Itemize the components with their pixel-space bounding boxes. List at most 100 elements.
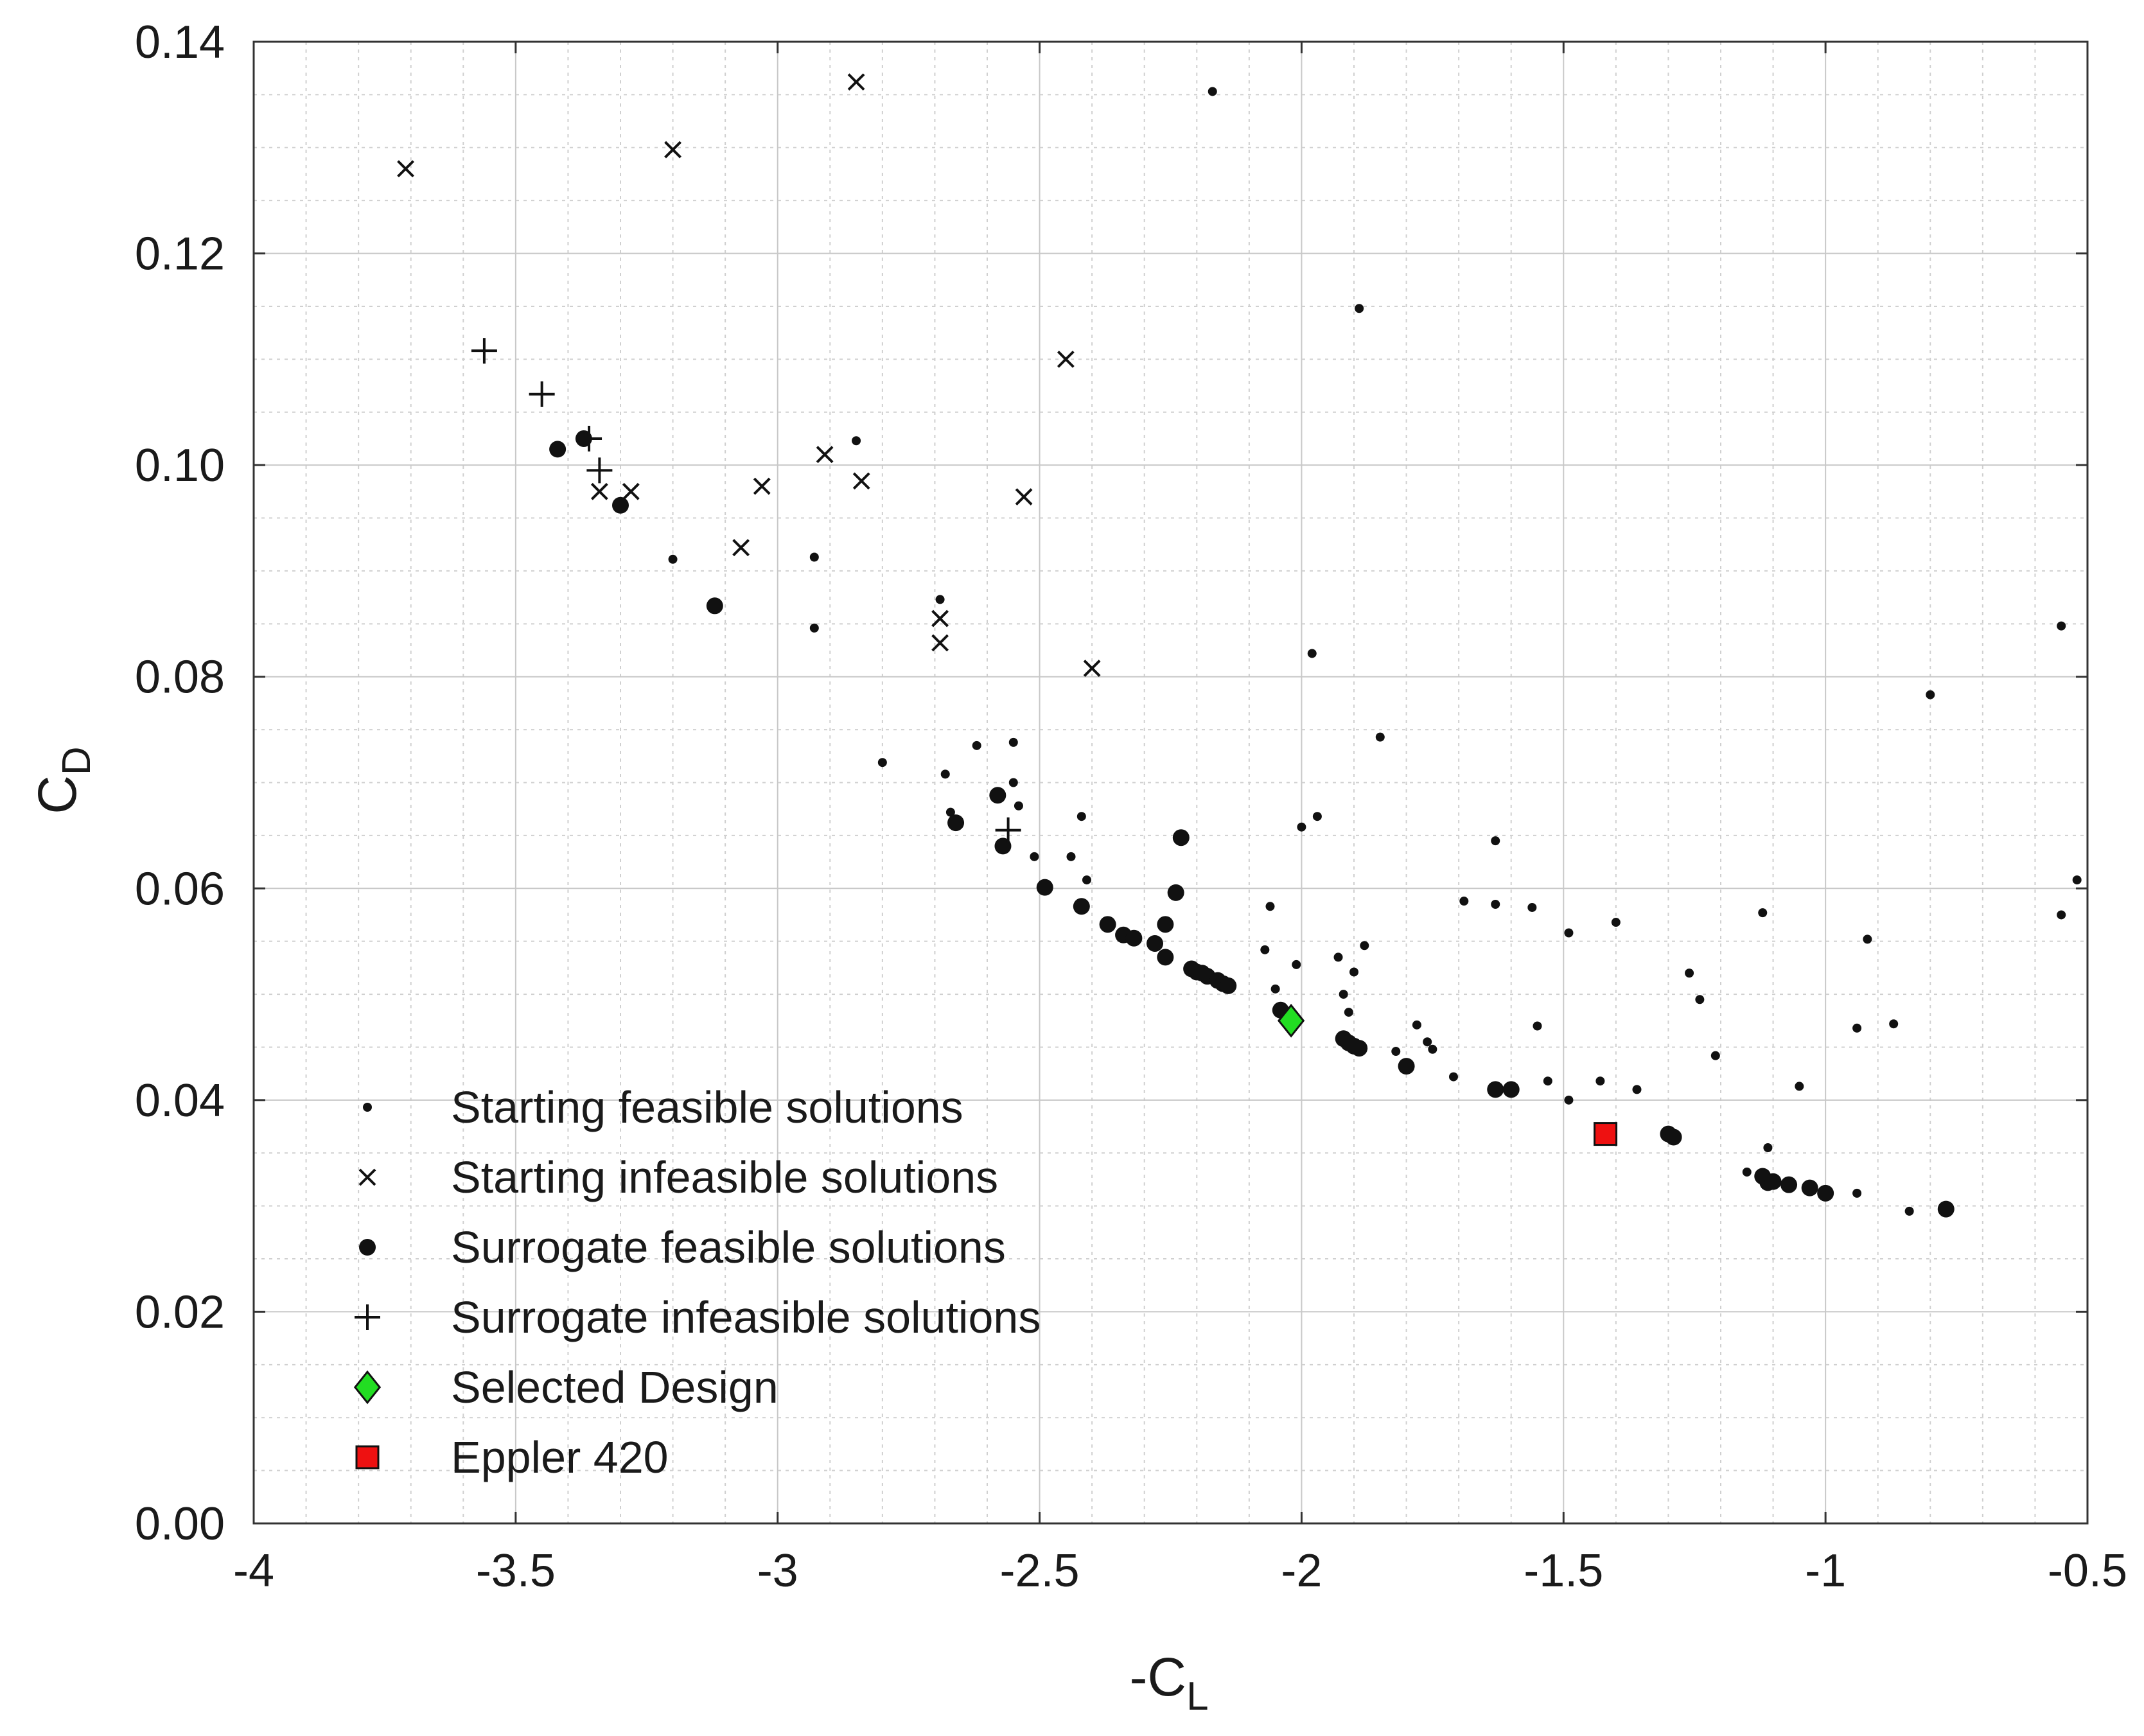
data-point-small-dot [1208, 87, 1217, 96]
data-point-small-dot [852, 436, 861, 446]
data-point-small-dot [1412, 1020, 1421, 1030]
data-point-small-dot [1795, 1082, 1804, 1091]
y-tick-label: 0.02 [135, 1286, 225, 1338]
data-point-x-stroke [847, 73, 865, 91]
data-point-x [847, 73, 865, 91]
data-point-small-dot [1292, 960, 1301, 969]
x-tick-label: -4 [233, 1545, 274, 1597]
data-point-small-dot [1260, 945, 1270, 954]
data-point-small-dot [1695, 995, 1705, 1004]
data-point-small-dot [1904, 1206, 1914, 1216]
data-point-small-dot [1763, 1143, 1773, 1153]
data-point-small-dot [1360, 941, 1369, 951]
data-point-small-dot [1459, 897, 1469, 906]
data-point-small-dot [1685, 969, 1694, 978]
data-point-small-dot [1564, 1095, 1574, 1105]
data-point-dot [706, 597, 723, 615]
data-point-x [1083, 660, 1101, 677]
data-point-small-dot [1008, 737, 1018, 747]
data-point-dot [1147, 934, 1164, 952]
data-point-dot [1502, 1081, 1520, 1098]
y-tick-label: 0.00 [135, 1498, 225, 1550]
data-point-small-dot [1270, 984, 1280, 994]
data-point-dot [1398, 1058, 1415, 1075]
data-point-x [732, 539, 750, 557]
x-tick-label: -0.5 [2048, 1545, 2127, 1597]
x-tick-label: -2 [1281, 1545, 1322, 1597]
data-point-plus [995, 817, 1021, 843]
data-point-dot [1764, 1173, 1782, 1190]
data-point-x-stroke [622, 482, 640, 500]
data-point-dot [1937, 1200, 1955, 1218]
legend-item: Starting feasible solutions [363, 1082, 963, 1132]
data-point-small-dot [1066, 852, 1076, 861]
legend-marker-square [355, 1445, 380, 1469]
data-point-dot [1801, 1179, 1818, 1197]
data-point-small-dot [1423, 1037, 1432, 1047]
data-point-small-dot [1008, 778, 1018, 787]
data-point-x-stroke [1015, 488, 1033, 505]
data-point-plus [586, 457, 613, 484]
data-point-x [1057, 350, 1075, 368]
x-axis-title-subscript: L [1186, 1674, 1208, 1719]
x-tick-label: -2.5 [1000, 1545, 1080, 1597]
data-points [397, 73, 2082, 1218]
data-point-dot [1125, 929, 1143, 947]
data-point-x [664, 141, 681, 159]
legend-marker-x [358, 1168, 376, 1186]
data-point-dot [1036, 879, 1053, 896]
x-axis-title: -CL [1129, 1647, 1208, 1719]
legend-label: Surrogate infeasible solutions [451, 1292, 1041, 1342]
data-point-small-dot [1564, 928, 1574, 938]
data-point-small-dot [1307, 649, 1317, 658]
data-point-x-stroke [753, 477, 771, 495]
data-point-dot [1157, 949, 1174, 966]
data-point-x-stroke [852, 472, 870, 490]
grid [254, 42, 2087, 1523]
legend-marker-plus [355, 1304, 380, 1330]
data-point-small-dot [2057, 621, 2066, 631]
legend-item: Eppler 420 [355, 1432, 669, 1482]
data-point-dot [1665, 1128, 1682, 1146]
legend-label: Surrogate feasible solutions [451, 1222, 1006, 1272]
data-point-small-dot [2057, 910, 2066, 920]
data-point-x [622, 482, 640, 500]
data-point-small-dot [940, 769, 950, 779]
data-point-small-dot [1710, 1051, 1720, 1060]
x-axis-title-main: -C [1129, 1647, 1186, 1707]
data-point-x [931, 634, 949, 652]
y-tick-label: 0.06 [135, 863, 225, 915]
data-point-small-dot [1297, 822, 1306, 832]
data-point-small-dot [1391, 1047, 1401, 1057]
data-point-dot [1172, 829, 1190, 846]
data-point-small-dot [1543, 1076, 1552, 1086]
y-axis-ticks: 0.00 0.02 0.04 0.06 0.08 0.10 0.12 0.14 [135, 17, 2087, 1550]
data-point-dot [549, 441, 567, 458]
data-point-x-stroke [590, 482, 608, 500]
legend: Starting feasible solutions Starting infe… [353, 1082, 1041, 1482]
y-axis-title: CD [27, 746, 99, 814]
data-point-small-dot [1611, 918, 1621, 927]
data-point-small-dot [1533, 1021, 1542, 1031]
data-point-small-dot [1491, 836, 1500, 846]
data-point-dot [1073, 898, 1090, 915]
legend-label: Starting feasible solutions [451, 1082, 963, 1132]
data-point-small-dot [1333, 952, 1343, 962]
data-point-plus [471, 338, 497, 364]
x-tick-label: -3 [757, 1545, 798, 1597]
data-point-small-dot [1339, 990, 1348, 999]
data-point-x-stroke [397, 160, 414, 178]
data-point-x-stroke [1083, 660, 1101, 677]
data-point-small-dot [935, 595, 945, 604]
data-point-small-dot [877, 758, 887, 767]
y-axis-title-main: C [27, 775, 87, 814]
data-point-small-dot [1349, 967, 1358, 977]
data-point-dot [1167, 884, 1184, 901]
x-tick-label: -1 [1805, 1545, 1846, 1597]
data-point-x-stroke [664, 141, 681, 159]
y-tick-label: 0.14 [135, 17, 225, 68]
data-point-dot [1817, 1184, 1834, 1202]
series-0 [668, 87, 2082, 1216]
data-point-dot [947, 814, 965, 832]
